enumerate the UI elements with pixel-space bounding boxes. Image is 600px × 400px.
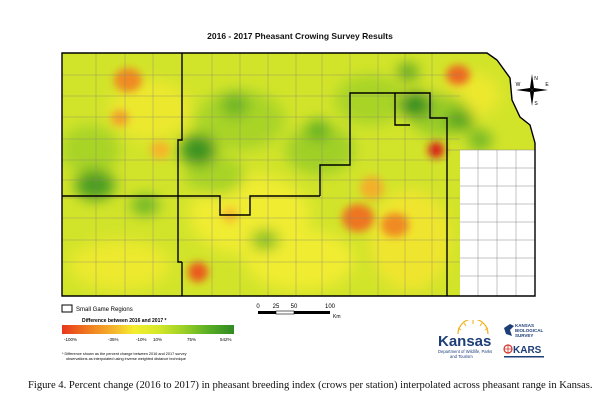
scale-tick-50: 50 — [291, 304, 298, 310]
legend-tick-4: 75% — [187, 337, 196, 342]
compass-w-label: W — [516, 82, 521, 88]
scale-unit: Km — [333, 314, 341, 320]
figure-caption: Figure 4. Percent change (2016 to 2017) … — [28, 380, 593, 391]
legend: Small Game Regions Difference between 20… — [61, 304, 234, 361]
legend-tick-0: -100% — [64, 337, 77, 342]
scale-bar: 0 25 50 100 Km — [256, 304, 341, 320]
kbs-line-2: BIOLOGICAL — [515, 328, 543, 333]
kbs-line-3: SURVEY — [515, 333, 533, 338]
map-title: 2016 - 2017 Pheasant Crowing Survey Resu… — [207, 31, 393, 41]
difference-legend-title: Difference between 2016 and 2017 * — [82, 318, 167, 324]
kars-globe-icon — [503, 344, 513, 354]
small-game-region-boundaries — [61, 52, 536, 297]
legend-tick-3: 10% — [153, 337, 162, 342]
kansas-biological-survey-logo: KANSAS BIOLOGICAL SURVEY KARS — [503, 323, 544, 358]
scale-tick-25: 25 — [273, 304, 280, 310]
kars-logo-text: KARS — [513, 345, 542, 356]
legend-tick-2: -10% — [136, 337, 147, 342]
legend-footnote-line-1: * Difference shown as the percent change… — [62, 352, 187, 356]
compass-n-label: N — [534, 76, 538, 82]
compass-e-label: E — [545, 82, 549, 88]
kansas-logo-sub2: and Tourism — [450, 354, 473, 359]
compass-s-label: S — [534, 101, 538, 107]
kansas-sun-icon — [457, 320, 489, 335]
north-arrow-compass: N S W E — [516, 74, 549, 107]
kbs-line-1: KANSAS — [515, 323, 534, 328]
small-game-regions-swatch — [61, 304, 73, 313]
legend-tick-5: 542% — [220, 337, 232, 342]
legend-tick-1: -35% — [108, 337, 119, 342]
kansas-logo-sub1: Department of Wildlife, Parks — [438, 349, 492, 354]
scale-tick-0: 0 — [256, 304, 260, 310]
kansas-logo-word: Kansas — [438, 333, 491, 350]
legend-footnote-line-2: observations as interpolated using inver… — [66, 357, 186, 361]
kansas-wildlife-parks-tourism-logo: Kansas Department of Wildlife, Parks and… — [438, 320, 492, 359]
interpolated-surface — [62, 53, 535, 296]
scale-tick-100: 100 — [325, 304, 336, 310]
kbs-bird-icon — [504, 324, 514, 336]
difference-color-ramp — [62, 325, 234, 334]
small-game-regions-label: Small Game Regions — [76, 307, 133, 313]
